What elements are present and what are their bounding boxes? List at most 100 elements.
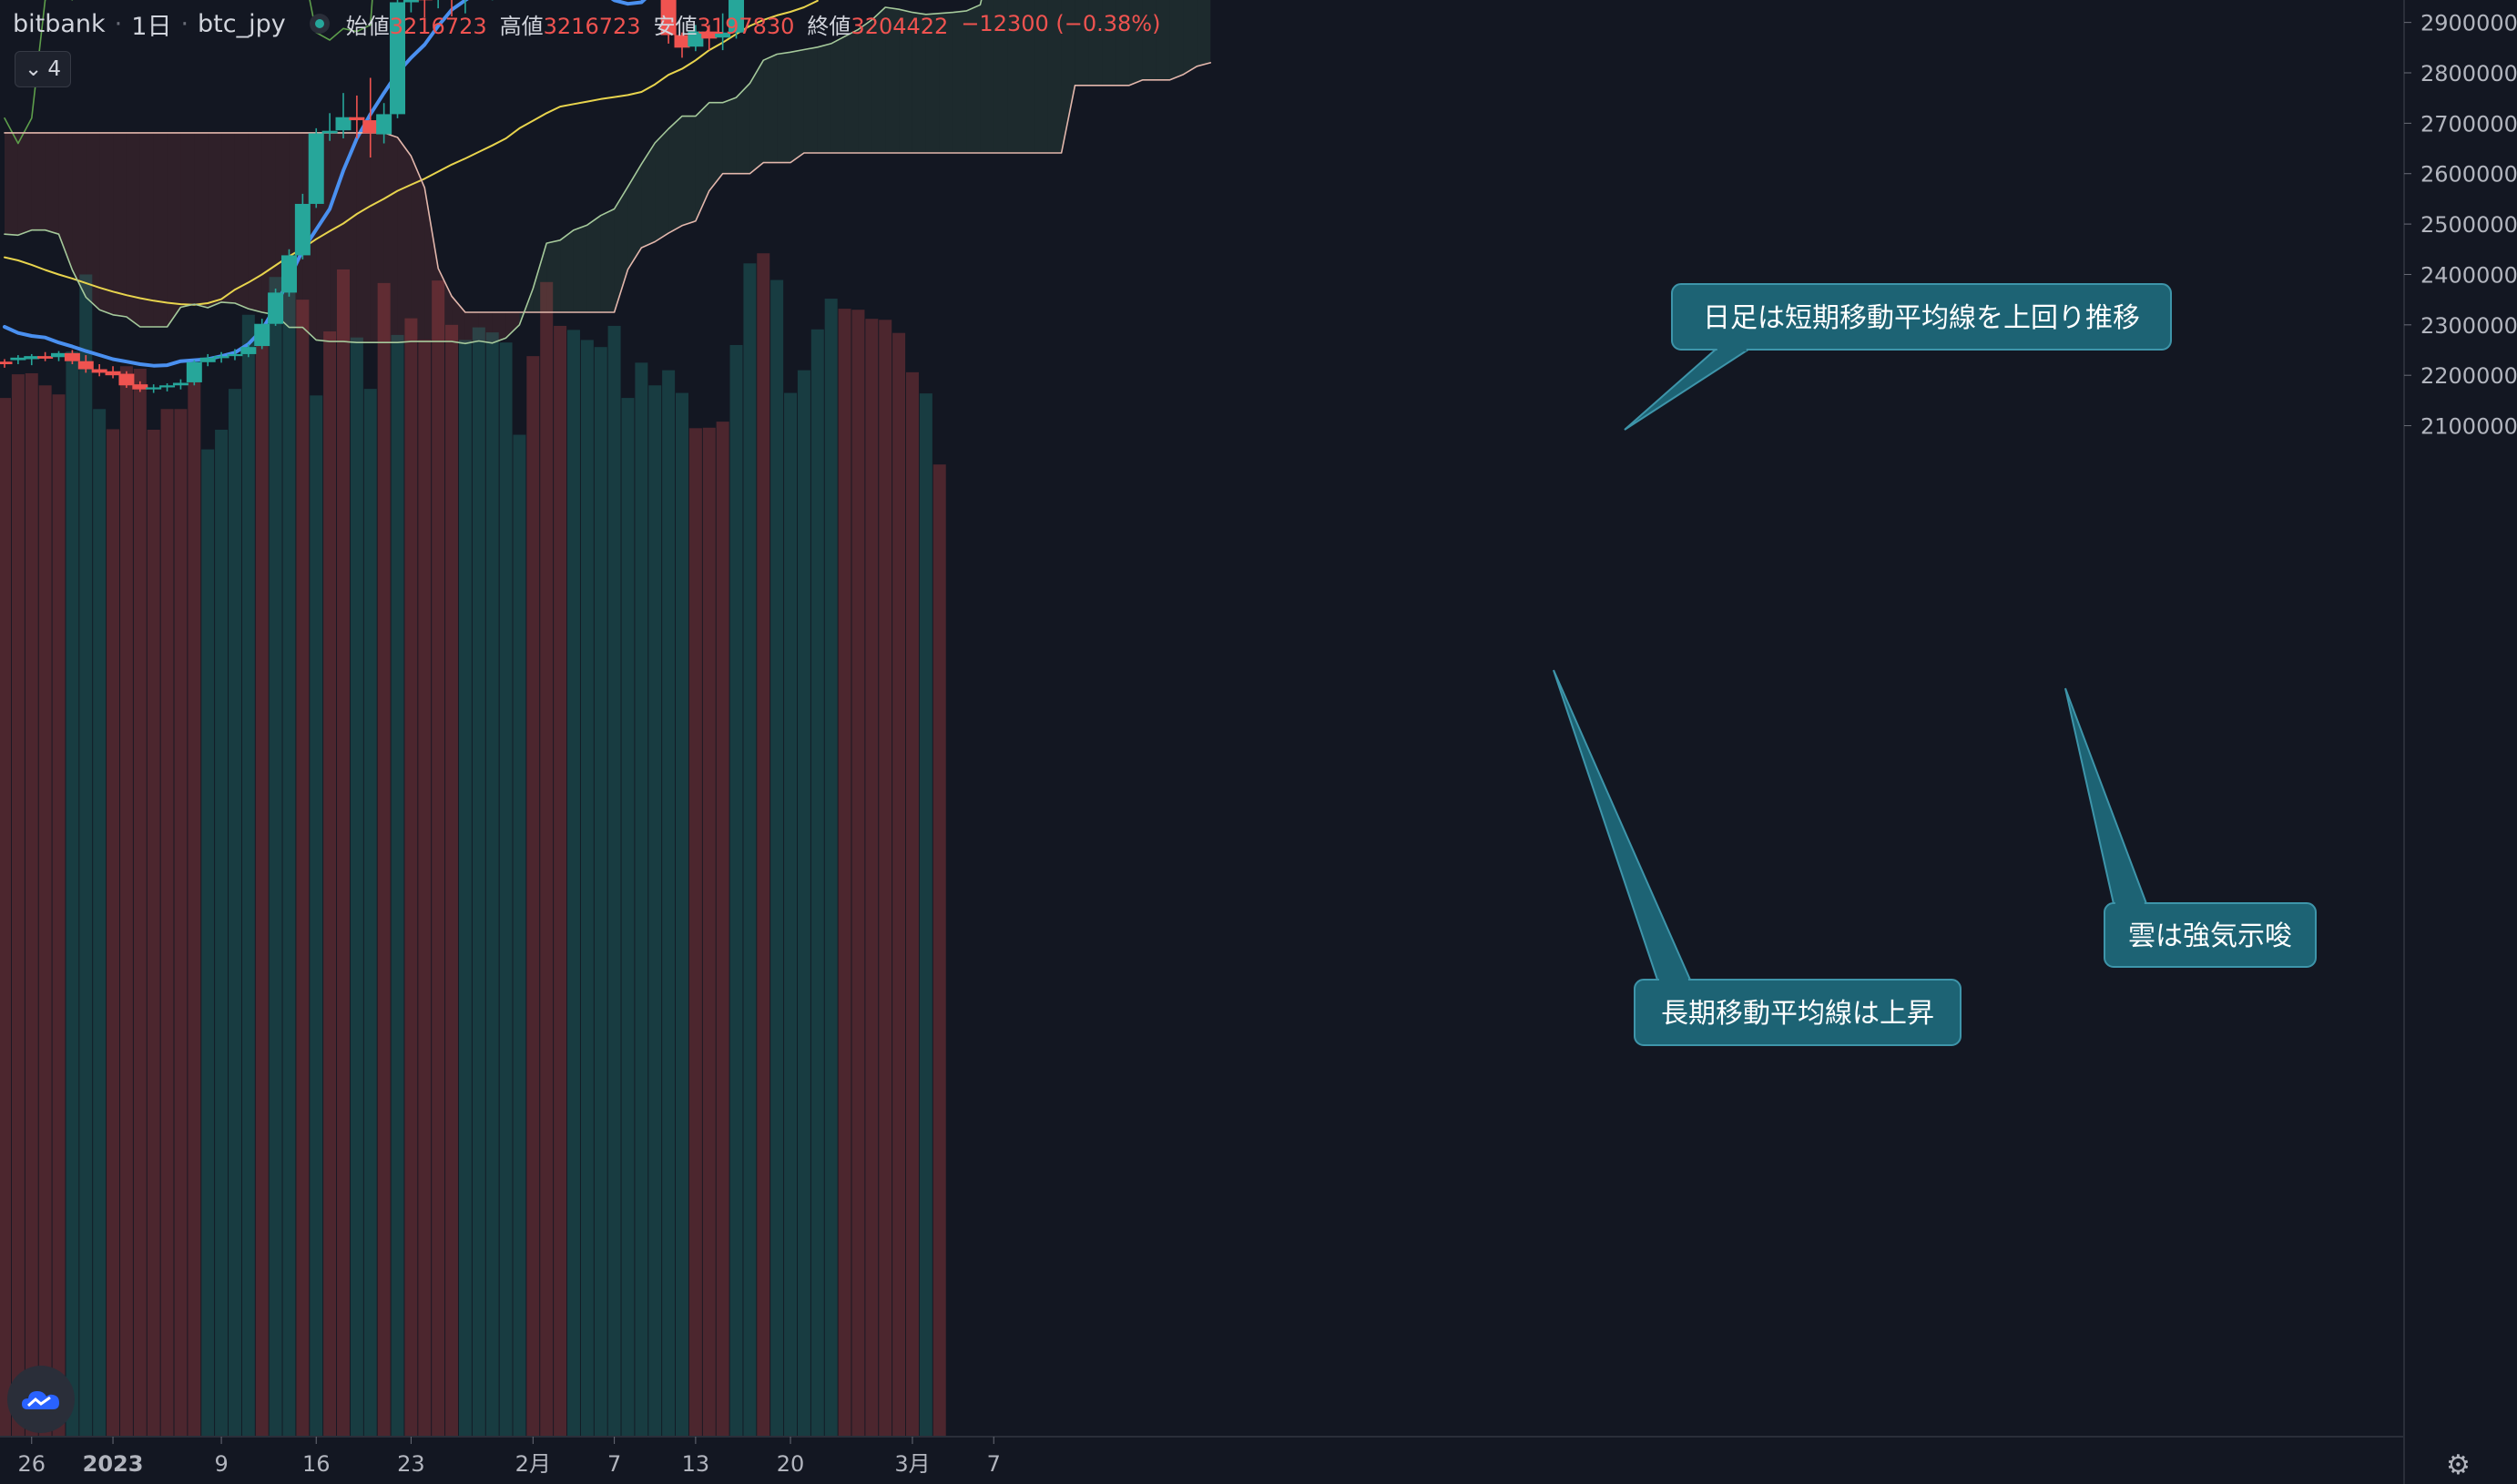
cloud-segment xyxy=(1169,0,1184,80)
candle-body xyxy=(105,371,121,376)
candle xyxy=(688,25,704,52)
volume-bar xyxy=(188,373,201,1438)
candle xyxy=(349,95,365,138)
volume-bar xyxy=(337,269,350,1437)
leading-span-b-line xyxy=(4,62,1212,313)
cloud-segment xyxy=(546,239,561,312)
cloud-segment xyxy=(614,187,628,312)
tradingview-logo-icon[interactable] xyxy=(7,1366,75,1433)
candle-body xyxy=(362,120,379,134)
candle-body xyxy=(186,361,202,382)
volume-bar xyxy=(485,332,499,1438)
candle xyxy=(186,360,202,386)
volume-bar xyxy=(25,372,38,1438)
indicators-toggle-button[interactable]: ⌄ 4 xyxy=(15,51,71,87)
cloud-segment xyxy=(871,7,886,154)
candle-body xyxy=(254,323,270,347)
cloud-segment xyxy=(641,142,656,249)
candle-body xyxy=(159,385,176,388)
candle-body xyxy=(308,133,324,204)
volume-bar xyxy=(770,280,784,1437)
cloud-segment xyxy=(464,311,479,344)
ohlc-close-value: 3204422 xyxy=(851,13,949,39)
candlesticks[interactable] xyxy=(0,0,933,393)
candle-body xyxy=(701,31,718,39)
volume-bar xyxy=(310,395,323,1437)
candle xyxy=(159,383,176,391)
cloud-segment xyxy=(803,46,818,154)
ohlc-open: 始値3216723 xyxy=(346,8,487,40)
interval-label[interactable]: 1日 xyxy=(131,12,172,41)
candle xyxy=(37,351,54,361)
cloud-segment xyxy=(180,132,195,308)
y-tick-label: 2100000 xyxy=(2420,414,2517,440)
candle-body xyxy=(688,31,704,47)
cloud-segment xyxy=(31,132,46,230)
callout-text: 雲は強気示唆 xyxy=(2128,920,2292,952)
candle xyxy=(254,319,270,350)
cloud-segment xyxy=(45,132,59,235)
candle xyxy=(77,355,94,373)
cloud-segment xyxy=(573,225,587,312)
candle-body xyxy=(199,357,216,362)
volume-bar xyxy=(255,330,269,1438)
symbol-legend: bitbank · 1日 · btc_jpy 始値3216723 高値32167… xyxy=(13,7,1173,41)
ohlc-high-value: 3216723 xyxy=(543,13,641,39)
volume-bar xyxy=(566,330,580,1438)
cloud-segment xyxy=(383,132,398,343)
candle xyxy=(268,288,284,326)
callout-pointer xyxy=(1624,349,1752,431)
separator-dot: · xyxy=(180,9,189,38)
cloud-segment xyxy=(668,116,682,234)
time-axis[interactable]: 26 2023 9 16 23 2月 7 13 20 3月 7 xyxy=(0,1436,2404,1477)
volume-bar xyxy=(784,392,798,1438)
candle xyxy=(240,343,257,358)
candle xyxy=(24,353,40,366)
candle xyxy=(715,13,731,51)
annotation-callout: 日足は短期移動平均線を上回り推移 xyxy=(1624,283,2172,431)
ichimoku-cloud xyxy=(5,0,1211,344)
y-tick-label: 2900000 xyxy=(2420,11,2517,36)
market-status-icon[interactable] xyxy=(309,14,330,34)
volume-bar xyxy=(201,449,215,1437)
volume-bar xyxy=(513,434,526,1438)
candle xyxy=(321,113,338,141)
cloud-segment xyxy=(1034,0,1048,154)
candle-body xyxy=(213,356,229,359)
volume-bar xyxy=(810,329,824,1437)
cloud-segment xyxy=(722,97,737,174)
long-ma-line xyxy=(4,0,819,306)
cloud-segment xyxy=(208,132,222,309)
x-tick-label: 20 xyxy=(777,1451,805,1477)
exchange-name[interactable]: bitbank xyxy=(13,9,106,38)
candle xyxy=(437,0,439,9)
candle-body xyxy=(715,32,731,38)
volume-bar xyxy=(797,370,810,1437)
cloud-segment xyxy=(505,311,520,339)
cloud-segment xyxy=(994,0,1008,154)
y-tick-label: 2300000 xyxy=(2420,313,2517,339)
candle-body xyxy=(294,203,311,256)
cloud-segment xyxy=(817,43,831,154)
volume-bar xyxy=(688,428,702,1437)
cloud-segment xyxy=(533,243,547,312)
cloud-segment xyxy=(790,49,804,163)
short-ma-line xyxy=(3,0,647,368)
candle xyxy=(403,0,419,13)
candle xyxy=(294,193,311,259)
indicator-lines xyxy=(3,0,1212,368)
callout-box xyxy=(2104,902,2317,968)
volume-bar xyxy=(363,389,377,1438)
volume-bar xyxy=(269,277,282,1438)
price-axis[interactable]: 2100000 2200000 2300000 2400000 2500000 26000… xyxy=(2403,0,2517,1484)
cloud-segment xyxy=(708,102,723,191)
volume-bar xyxy=(119,366,133,1438)
cloud-segment xyxy=(736,83,750,174)
settings-gear-icon[interactable]: ⚙ xyxy=(2446,1449,2471,1481)
volume-bar xyxy=(607,325,621,1437)
cloud-segment xyxy=(1088,0,1103,86)
price-change: −12300 (−0.38%) xyxy=(961,11,1160,36)
symbol-name[interactable]: btc_jpy xyxy=(198,9,286,38)
ohlc-low-label: 安値 xyxy=(653,13,698,39)
